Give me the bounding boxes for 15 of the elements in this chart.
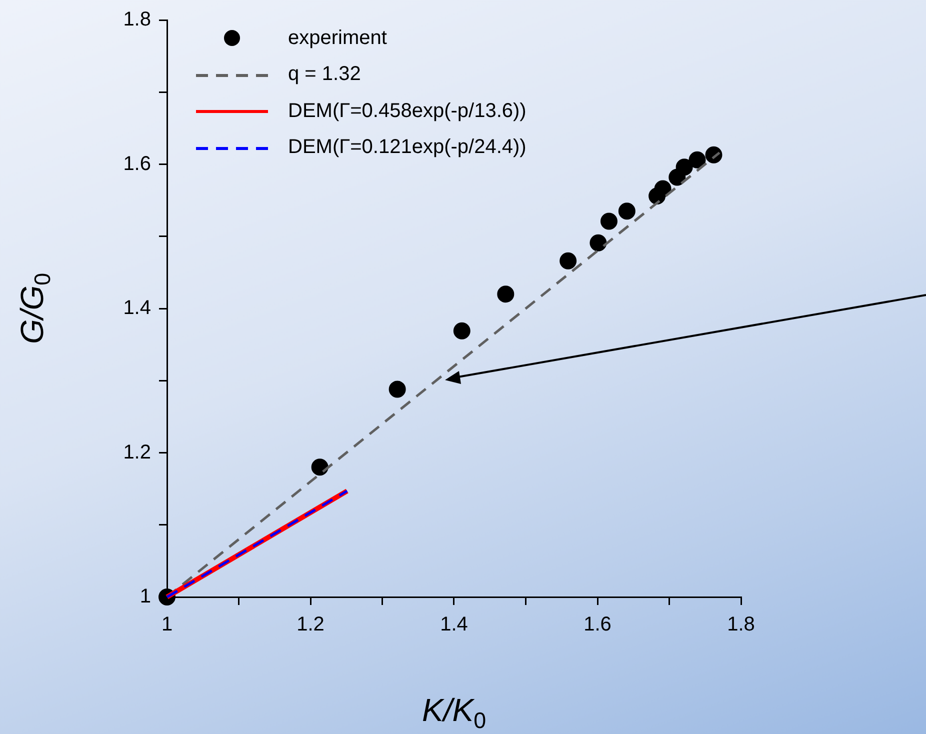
x-tick-label: 1.8: [727, 614, 755, 636]
y-tick-label: 1: [140, 586, 151, 608]
y-tick-label: 1.4: [123, 297, 151, 320]
x-tick-label: 1.6: [584, 614, 612, 636]
legend-label: DEM(Γ=0.458exp(-p/13.6)): [288, 100, 526, 123]
legend-label: experiment: [288, 26, 387, 50]
legend-label: q = 1.32: [288, 63, 361, 86]
x-tick-label: 1.2: [296, 614, 324, 636]
y-tick-label: 1.6: [123, 152, 151, 175]
y-axis-title: G/G0: [14, 272, 55, 344]
x-tick-label: 1.4: [440, 614, 468, 636]
y-tick-label: 1.8: [123, 8, 151, 31]
legend-label: DEM(Γ=0.121exp(-p/24.4)): [288, 136, 526, 160]
y-tick-label: 1.2: [123, 441, 151, 464]
x-tick-label: 1: [161, 614, 173, 636]
